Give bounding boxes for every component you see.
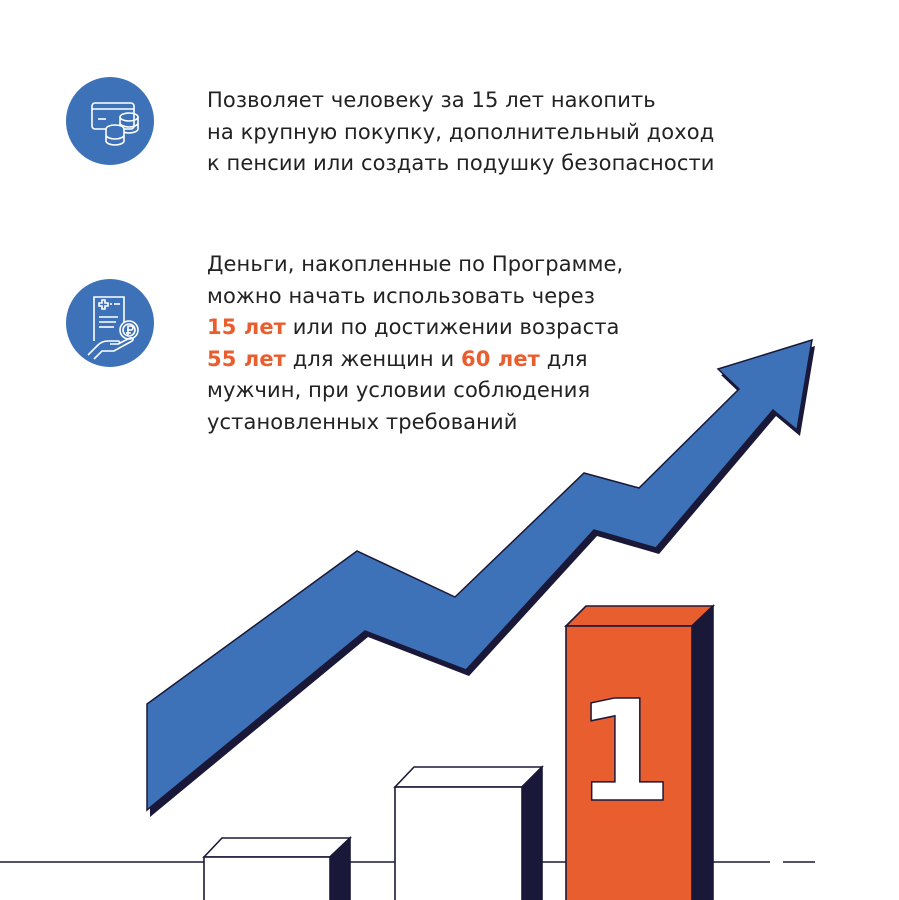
block1-line: к пенсии или создать подушку безопасност… [207,151,715,175]
block2-line: 15 лет или по достижении возраста [207,312,623,344]
block1-text: Позволяет человеку за 15 лет накопить на… [207,85,715,180]
document-ruble-hand-icon [87,296,139,360]
card-coins-icon [91,102,139,146]
growth-arrow [146,338,815,817]
podium-number: 1 [575,671,672,834]
middle-box [393,765,544,900]
block1-line: на крупную покупку, дополнительный доход [207,119,715,144]
highlight-60-years: 60 лет [461,346,540,371]
block2-text-span: для женщин и [285,346,461,371]
block2-line: можно начать использовать через [207,283,595,308]
block2-line: Деньги, накопленные по Программе, [207,252,624,276]
small-box [202,836,353,900]
card-coins-icon-circle [66,77,154,165]
block2-text-span: или по достижении возраста [285,315,620,339]
document-ruble-hand-icon-circle [66,279,154,367]
highlight-15-years: 15 лет [207,315,286,339]
first-place-box [564,604,715,900]
block2-line: установленных требований [207,409,518,434]
block2-text-span: для [539,346,588,371]
block2-text: Деньги, накопленные по Программе, можно … [207,249,623,438]
block2-line: мужчин, при условии соблюдения [207,378,591,402]
block1-line: Позволяет человеку за 15 лет накопить [207,88,656,112]
block2-line: 55 лет для женщин и 60 лет для [207,344,623,376]
highlight-55-years: 55 лет [207,346,286,371]
